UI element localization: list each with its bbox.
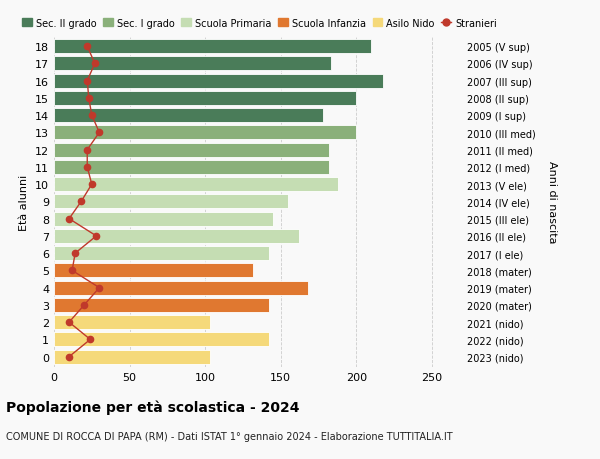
Bar [54, 298, 269, 312]
Bar [54, 333, 269, 347]
Bar [54, 74, 383, 89]
Bar [54, 40, 371, 54]
Bar [54, 230, 299, 243]
Legend: Sec. II grado, Sec. I grado, Scuola Primaria, Scuola Infanzia, Asilo Nido, Stran: Sec. II grado, Sec. I grado, Scuola Prim… [22, 18, 497, 28]
Bar [54, 109, 323, 123]
Bar [54, 246, 269, 261]
Bar [54, 281, 308, 295]
Text: COMUNE DI ROCCA DI PAPA (RM) - Dati ISTAT 1° gennaio 2024 - Elaborazione TUTTITA: COMUNE DI ROCCA DI PAPA (RM) - Dati ISTA… [6, 431, 452, 442]
Bar [54, 350, 209, 364]
Bar [54, 57, 331, 71]
Y-axis label: Anni di nascita: Anni di nascita [547, 161, 557, 243]
Bar [54, 212, 273, 226]
Bar [54, 315, 209, 330]
Bar [54, 143, 329, 157]
Y-axis label: Età alunni: Età alunni [19, 174, 29, 230]
Bar [54, 161, 329, 174]
Bar [54, 92, 356, 106]
Bar [54, 264, 253, 278]
Bar [54, 178, 338, 192]
Bar [54, 195, 288, 209]
Text: Popolazione per età scolastica - 2024: Popolazione per età scolastica - 2024 [6, 399, 299, 414]
Bar [54, 126, 356, 140]
